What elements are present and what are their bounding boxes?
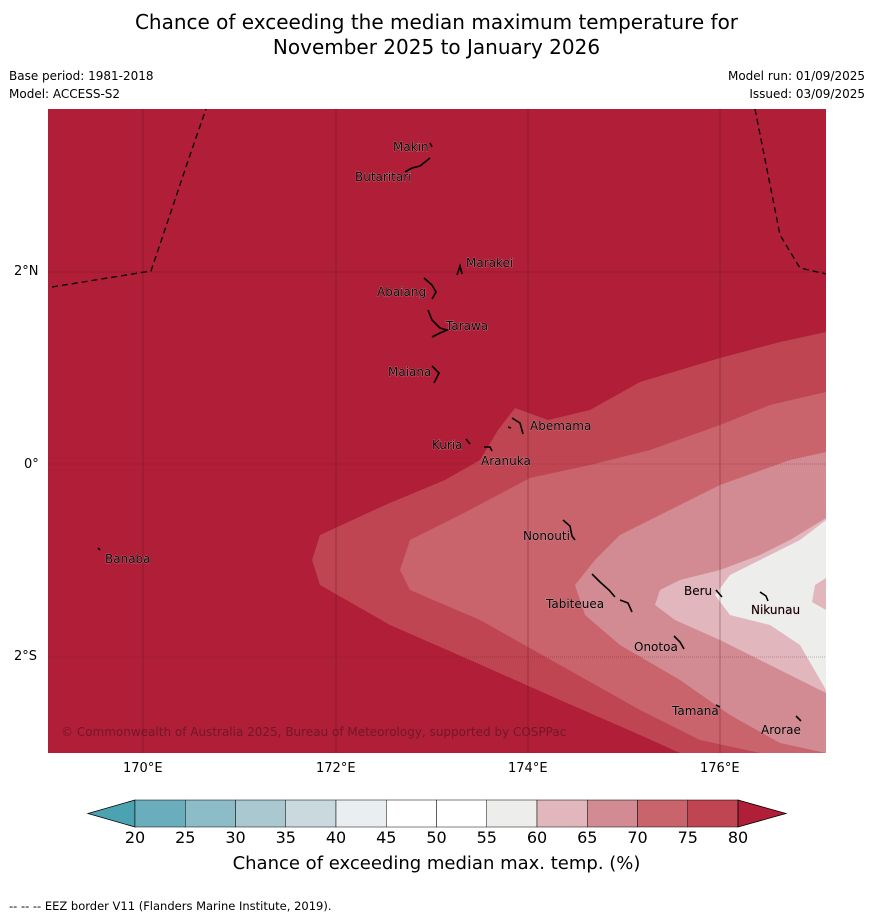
- colorbar: [86, 799, 788, 828]
- place-label: Arorae: [761, 723, 801, 737]
- place-label: Butaritari: [355, 170, 412, 184]
- place-label: Marakei: [466, 256, 513, 270]
- place-label: Kuria: [432, 438, 463, 452]
- lon-label-172e: 172°E: [316, 761, 356, 776]
- place-labels: Makin Butaritari Marakei Abaiang Tarawa …: [105, 140, 801, 738]
- lon-label-176e: 176°E: [700, 761, 740, 776]
- place-label: Maiana: [388, 365, 431, 379]
- colorbar-swatch: [235, 799, 286, 828]
- colorbar-swatch: [486, 799, 538, 828]
- graticule: [48, 109, 826, 753]
- colorbar-tick-label: 35: [275, 828, 296, 847]
- model-info: Base period: 1981-2018 Model: ACCESS-S2: [9, 69, 154, 105]
- colorbar-swatch: [185, 799, 236, 828]
- place-label: Onotoa: [634, 640, 678, 654]
- place-label: Nonouti: [523, 529, 570, 543]
- chart-title: Chance of exceeding the median maximum t…: [0, 10, 873, 60]
- colorbar-swatch: [134, 799, 186, 828]
- place-label: Makin: [393, 140, 429, 154]
- field-55-60: [715, 520, 826, 690]
- place-label: Nikunau: [751, 603, 800, 617]
- colorbar-tick-label: 50: [426, 828, 447, 847]
- probability-fields: [48, 109, 826, 753]
- colorbar-tick-label: 20: [124, 828, 146, 847]
- place-label: Aranuka: [481, 454, 531, 468]
- colorbar-tick-label: 60: [526, 828, 548, 847]
- title-line-2: November 2025 to January 2026: [272, 35, 601, 59]
- colorbar-tick-label: 55: [476, 828, 497, 847]
- colorbar-over-arrow: [737, 799, 788, 828]
- colorbar-swatch: [687, 799, 739, 828]
- islands: [97, 142, 802, 722]
- colorbar-swatch: [637, 799, 688, 828]
- lat-label-0: 0°: [24, 457, 39, 472]
- lon-label-170e: 170°E: [123, 761, 163, 776]
- eez-legend-note: -- -- -- EEZ border V11 (Flanders Marine…: [9, 899, 332, 913]
- place-label: Abemama: [530, 419, 591, 433]
- model-name: Model: ACCESS-S2: [9, 87, 121, 101]
- colorbar-tick-label: 80: [727, 828, 749, 847]
- lon-label-174e: 174°E: [508, 761, 548, 776]
- colorbar-swatch: [335, 799, 387, 828]
- run-info: Model run: 01/09/2025 Issued: 03/09/2025: [728, 69, 865, 105]
- eez-border: [51, 109, 826, 288]
- colorbar-tick-label: 45: [376, 828, 397, 847]
- colorbar-swatch: [386, 799, 437, 828]
- colorbar-swatch: [536, 799, 588, 828]
- colorbar-under-arrow: [86, 799, 136, 828]
- colorbar-swatch: [436, 799, 487, 828]
- place-label: Tarawa: [445, 319, 488, 333]
- colorbar-tick-label: 70: [627, 828, 648, 847]
- model-run-date: Model run: 01/09/2025: [727, 69, 865, 83]
- title-line-1: Chance of exceeding the median maximum t…: [134, 10, 739, 34]
- colorbar-swatch: [587, 799, 638, 828]
- colorbar-title: Chance of exceeding median max. temp. (%…: [232, 853, 641, 874]
- colorbar-tick-label: 75: [677, 828, 698, 847]
- issued-date: Issued: 03/09/2025: [749, 87, 865, 101]
- colorbar-tick-label: 40: [325, 828, 347, 847]
- lat-label-2s: 2°S: [14, 649, 38, 664]
- colorbar-tick-label: 25: [175, 828, 196, 847]
- place-label: Banaba: [105, 552, 151, 566]
- colorbar-tick-label: 30: [225, 828, 246, 847]
- place-label: Tamana: [671, 704, 719, 718]
- place-label: Beru: [684, 584, 712, 598]
- place-label: Tabiteuea: [545, 597, 604, 611]
- place-label: Abaiang: [377, 285, 426, 299]
- colorbar-swatch: [285, 799, 337, 828]
- base-period: Base period: 1981-2018: [9, 69, 154, 83]
- colorbar-tick-label: 65: [577, 828, 598, 847]
- copyright-notice: © Commonwealth of Australia 2025, Bureau…: [61, 725, 566, 739]
- lat-label-2n: 2°N: [14, 264, 39, 279]
